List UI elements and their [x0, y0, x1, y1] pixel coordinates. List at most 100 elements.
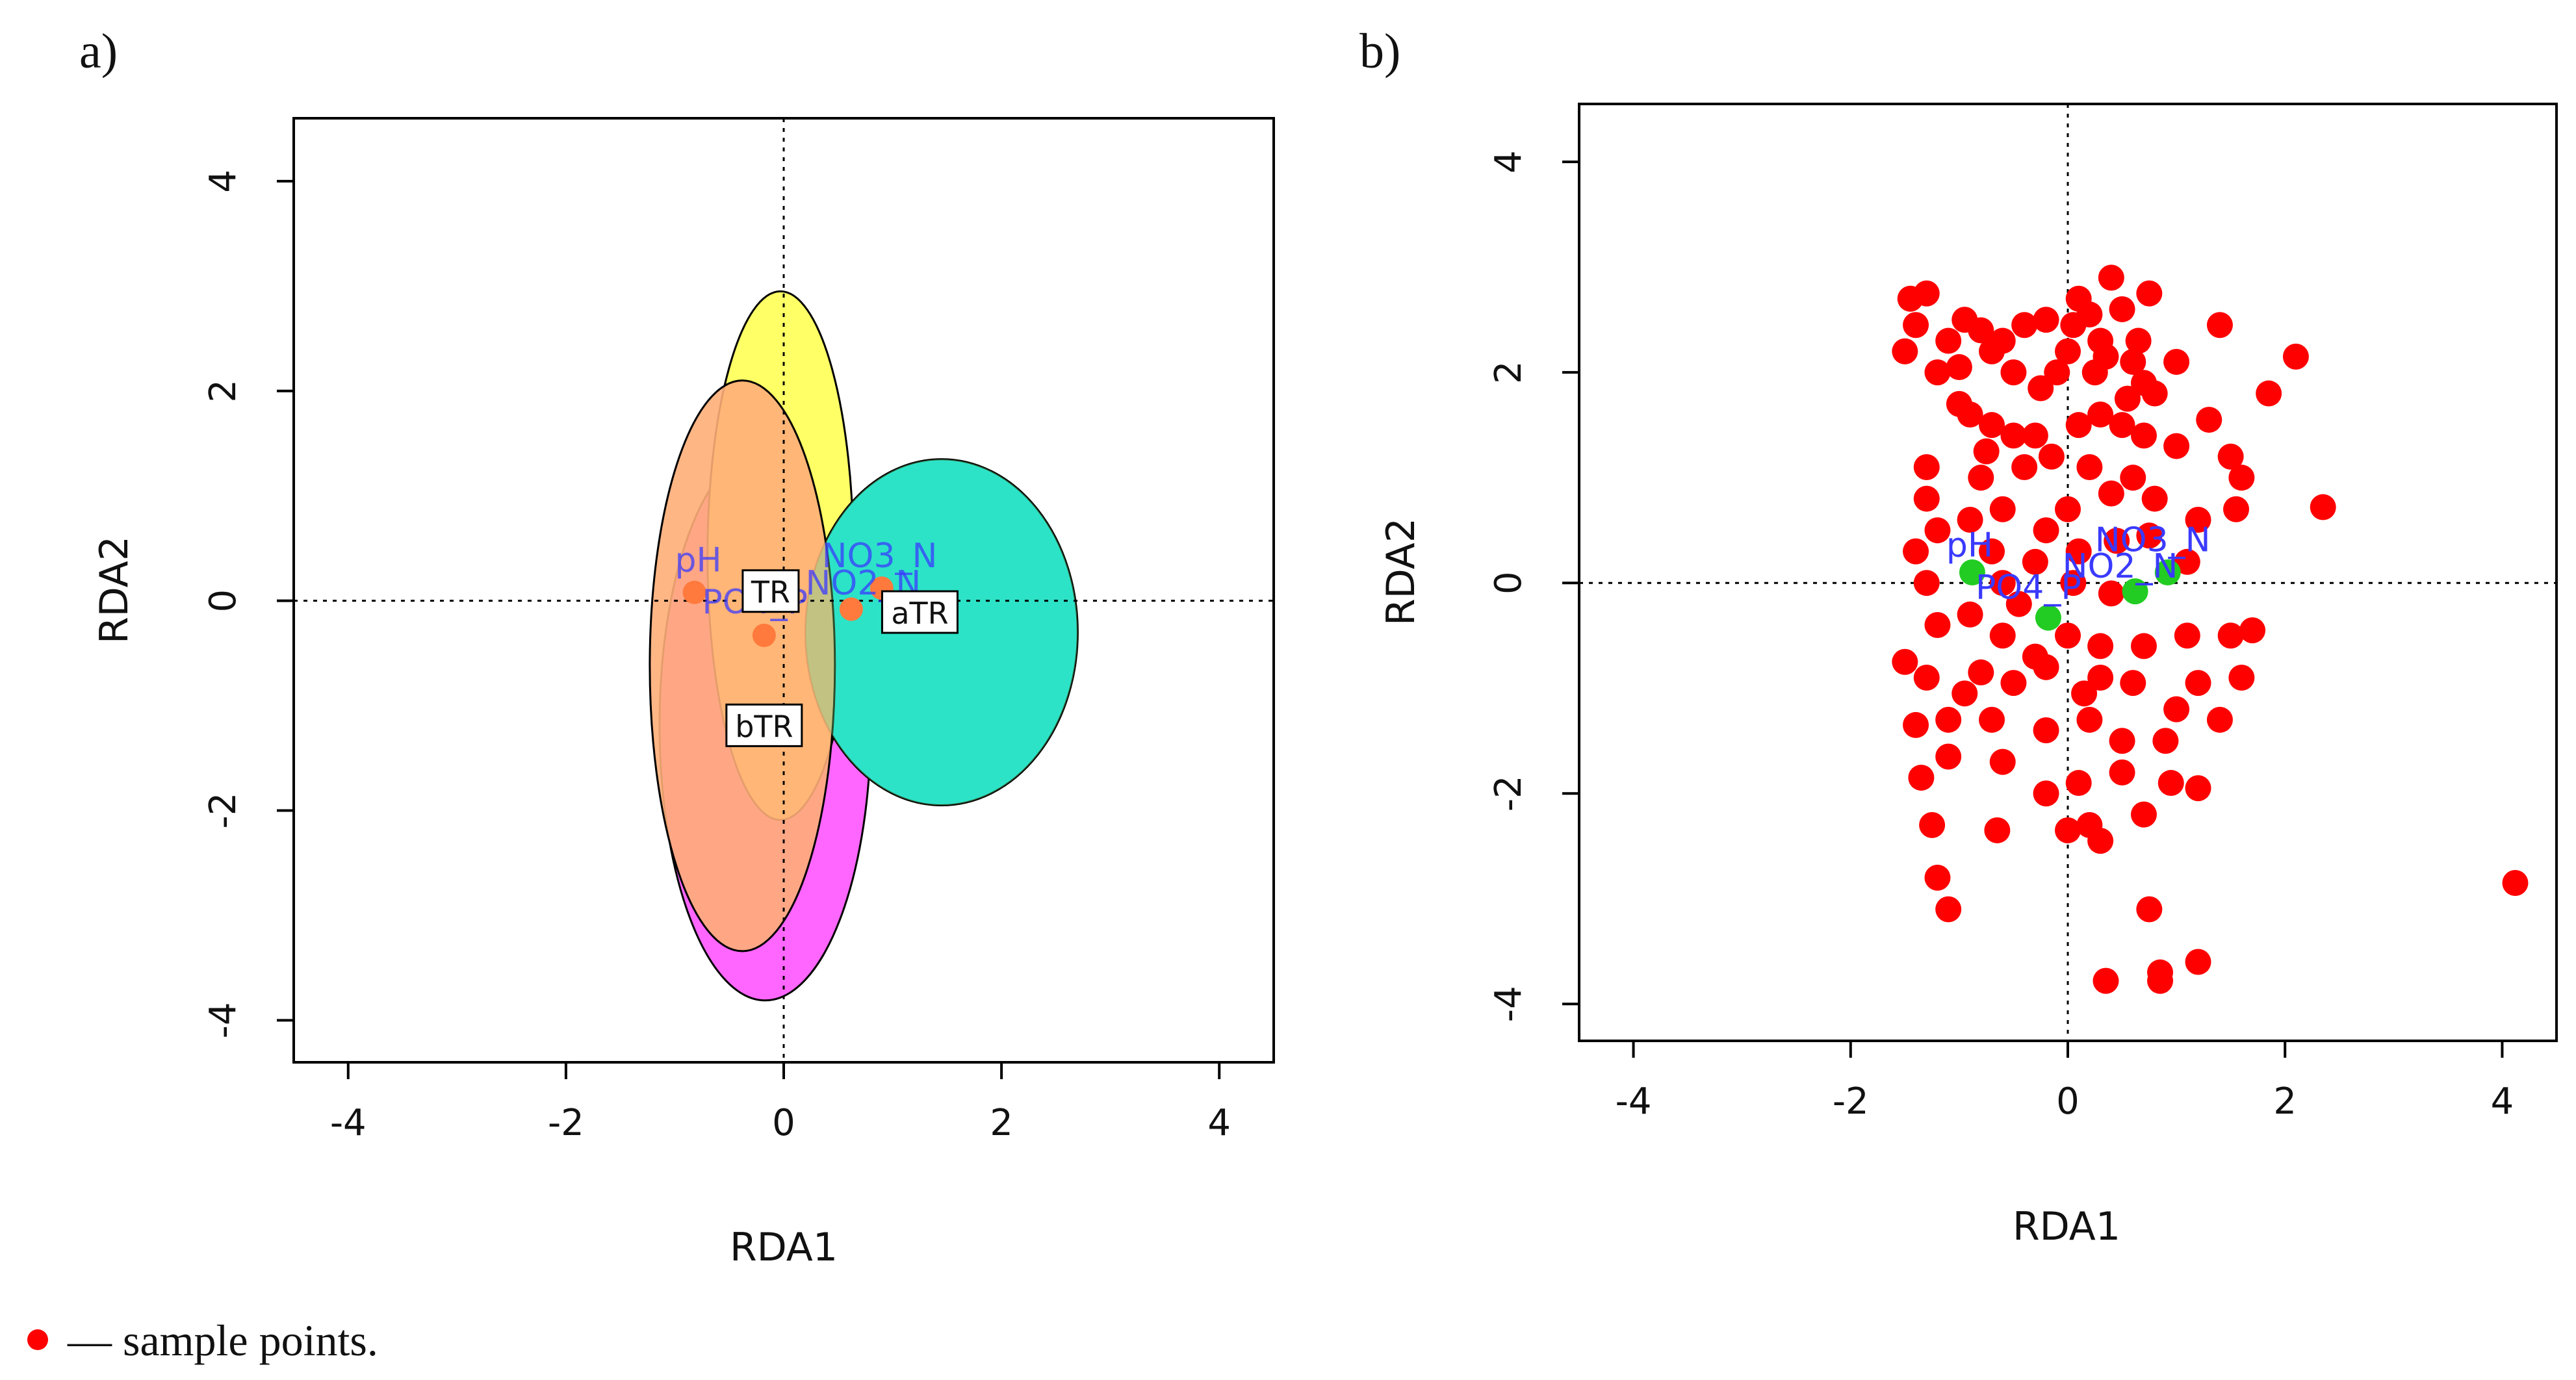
sample-point	[2028, 375, 2054, 402]
sample-point	[2120, 348, 2146, 375]
sample-point	[2217, 443, 2244, 470]
env-point-NO2_N	[839, 597, 863, 621]
sample-point	[2022, 422, 2048, 449]
sample-point	[1913, 280, 1940, 307]
sample-point	[2152, 728, 2179, 754]
sample-point	[2120, 670, 2146, 696]
panel-b-sample-points	[1892, 264, 2529, 994]
sample-point	[2065, 770, 2092, 797]
sample-point	[2060, 570, 2087, 596]
panel-b-xtick-label: -2	[1833, 1080, 1869, 1123]
sample-point	[2000, 422, 2027, 449]
sample-point	[2087, 665, 2114, 691]
sample-point	[2093, 967, 2119, 994]
sample-point	[2136, 522, 2163, 549]
sample-point	[1979, 538, 2005, 565]
panel-b-ytick-label: -2	[1488, 775, 1530, 811]
sample-point	[1935, 896, 1962, 923]
sample-point	[2087, 401, 2114, 428]
sample-point	[2033, 517, 2059, 544]
sample-point	[2104, 528, 2130, 554]
sample-point	[2163, 696, 2190, 722]
sample-point	[2282, 343, 2309, 370]
env-label-NO3_N: NO3_N	[2095, 521, 2211, 560]
sample-point	[2130, 422, 2157, 449]
sample-point	[2196, 407, 2222, 433]
sample-point	[2087, 633, 2114, 659]
sample-point	[2109, 296, 2135, 322]
sample-point	[2130, 801, 2157, 828]
sample-point	[1979, 412, 2005, 439]
sample-point	[1913, 485, 1940, 512]
sample-point	[2125, 327, 2152, 354]
panel-b-ytick-label: 2	[1488, 361, 1530, 384]
sample-point	[2206, 312, 2233, 339]
panel-b-xtick-label: -4	[1616, 1080, 1652, 1123]
sample-point	[2310, 494, 2336, 520]
sample-point	[2109, 728, 2135, 754]
panel-b-xtick-label: 2	[2273, 1080, 2297, 1123]
sample-point	[1903, 312, 1929, 339]
sample-point	[2109, 412, 2135, 439]
sample-point	[2093, 343, 2119, 370]
group-label-bTR: bTR	[735, 709, 793, 744]
panel-a-xtick-label: -4	[330, 1102, 367, 1144]
sample-point	[2163, 348, 2190, 375]
sample-point	[2136, 280, 2163, 307]
sample-point	[1973, 438, 2000, 465]
legend-caption: — sample points.	[67, 1316, 378, 1365]
sample-point	[1989, 496, 2016, 522]
ellipse-overlap	[649, 379, 836, 952]
sample-point	[2502, 869, 2529, 896]
sample-point	[1968, 465, 1994, 491]
sample-point	[2141, 380, 2168, 407]
env-label-pH: pH	[675, 541, 721, 580]
sample-point	[2174, 622, 2200, 649]
env-point-pH	[1959, 559, 1985, 585]
sample-point	[1924, 359, 1951, 386]
group-label-box-TR	[741, 569, 800, 613]
panel-b-ytick-label: 0	[1488, 571, 1530, 594]
env-label-pH: pH	[1946, 526, 1993, 565]
sample-point	[2136, 896, 2163, 923]
sample-point	[1946, 354, 1972, 381]
sample-point	[2033, 654, 2059, 680]
env-point-PO4_P	[752, 623, 776, 647]
panel-a-ylabel: RDA2	[92, 536, 137, 644]
panel-b-tag: b)	[1359, 24, 1400, 79]
env-label-PO4_P: PO4_P	[1976, 569, 2081, 607]
sample-point	[1957, 601, 1983, 628]
sample-point	[2223, 496, 2250, 522]
panel-a-ytick-label: 4	[202, 170, 244, 193]
panel-b-ytick-label: 4	[1488, 150, 1530, 173]
sample-point	[2076, 301, 2103, 328]
sample-point	[2217, 622, 2244, 649]
sample-point	[1957, 401, 1983, 428]
sample-point	[2071, 680, 2098, 707]
sample-point	[2114, 385, 2141, 412]
sample-point	[2033, 780, 2059, 807]
sample-point	[2256, 380, 2282, 407]
sample-point	[2044, 359, 2070, 386]
sample-point	[1979, 706, 2005, 733]
sample-point	[2130, 633, 2157, 659]
sample-point	[2185, 670, 2211, 696]
panel-b-ylabel: RDA2	[1378, 518, 1424, 626]
sample-point	[1935, 706, 1962, 733]
sample-point	[2163, 433, 2190, 459]
sample-point	[1913, 570, 1940, 596]
sample-point	[2228, 665, 2255, 691]
env-label-NO3_N: NO3_N	[822, 537, 938, 576]
panel-a-xtick-label: 4	[1207, 1102, 1231, 1144]
sample-point	[1919, 811, 1946, 838]
sample-point	[2005, 591, 2032, 617]
legend: — sample points.	[27, 1316, 378, 1365]
env-point-NO2_N	[2122, 578, 2148, 605]
env-point-NO3_N	[2154, 559, 2181, 585]
panel-b-xlabel: RDA1	[2013, 1204, 2120, 1249]
sample-point	[2000, 670, 2027, 696]
sample-point	[2120, 465, 2146, 491]
sample-point	[2022, 548, 2048, 575]
sample-point	[1903, 538, 1929, 565]
